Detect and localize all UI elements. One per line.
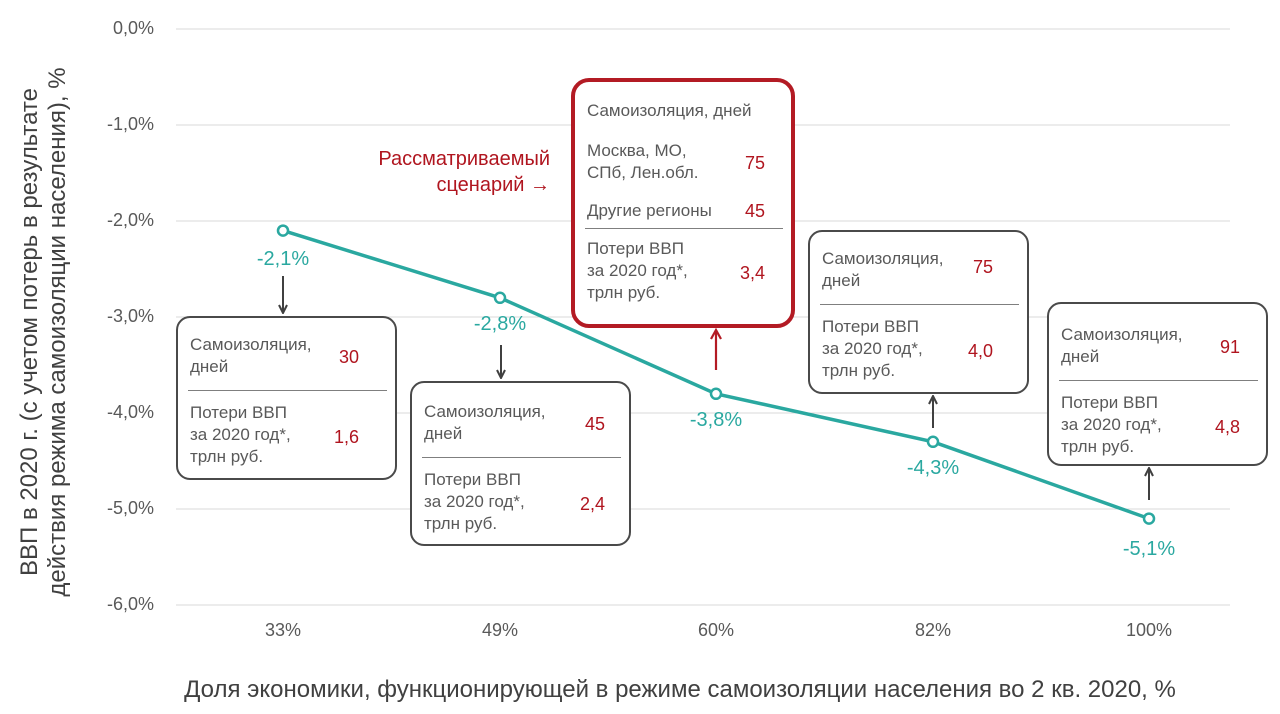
card-33: Самоизоляция, дней 30 Потери ВВП за 2020… — [176, 316, 397, 480]
y-tick-label: -4,0% — [106, 402, 154, 422]
card-60-separator — [585, 228, 783, 229]
data-label: -4,3% — [906, 456, 960, 479]
card-100-separator — [1059, 380, 1258, 381]
card-49-separator — [422, 457, 621, 458]
card-82-days-value: 75 — [972, 257, 993, 277]
card-82-separator — [820, 304, 1019, 305]
card-60-moscow-label: Москва, МО, СПб, Лен.обл. — [587, 141, 699, 182]
card-49-loss-value: 2,4 — [579, 494, 605, 514]
card-100-loss-label: Потери ВВП за 2020 год*, трлн руб. — [1061, 393, 1162, 456]
card-100-days-label: Самоизоляция, дней — [1061, 325, 1183, 366]
data-point — [1142, 512, 1156, 525]
data-label: -3,8% — [689, 408, 743, 431]
y-tick-label: -1,0% — [106, 114, 154, 134]
x-axis-label: Доля экономики, функционирующей в режиме… — [184, 676, 1176, 703]
card-82-loss-label: Потери ВВП за 2020 год*, трлн руб. — [822, 317, 923, 380]
data-label: -2,8% — [473, 312, 527, 335]
card-33-days-value: 30 — [338, 347, 359, 367]
card-33-separator — [188, 390, 387, 391]
card-82: Самоизоляция, дней 75 Потери ВВП за 2020… — [808, 230, 1029, 394]
card-49-days-value: 45 — [584, 414, 605, 434]
x-tick-label: 49% — [481, 620, 519, 640]
card-60-other-label: Другие регионы — [587, 201, 712, 220]
x-tick-label: 33% — [264, 620, 302, 640]
y-axis-label-line1: ВВП в 2020 г. (с учетом потерь в результ… — [16, 88, 43, 576]
card-100-loss-value: 4,8 — [1214, 417, 1240, 437]
card-60-loss-label: Потери ВВП за 2020 год*, трлн руб. — [587, 239, 688, 302]
x-tick-label: 100% — [1125, 620, 1173, 640]
card-100: Самоизоляция, дней 91 Потери ВВП за 2020… — [1047, 302, 1268, 466]
y-tick-label: -6,0% — [106, 594, 154, 614]
card-49-loss-label: Потери ВВП за 2020 год*, трлн руб. — [424, 470, 525, 533]
data-point — [709, 387, 723, 401]
card-33-loss-value: 1,6 — [333, 427, 359, 447]
card-60-highlighted: Самоизоляция, дней Москва, МО, СПб, Лен.… — [571, 78, 795, 328]
data-point — [926, 435, 940, 449]
card-82-days-label: Самоизоляция, дней — [822, 249, 944, 290]
card-100-days-value: 91 — [1219, 337, 1240, 357]
x-tick-label: 82% — [914, 620, 952, 640]
card-33-loss-label: Потери ВВП за 2020 год*, трлн руб. — [190, 403, 291, 466]
y-axis-label-line2: действия режима самоизоляции населения),… — [44, 67, 71, 597]
card-60-other-value: 45 — [744, 201, 765, 221]
card-82-loss-value: 4,0 — [967, 341, 993, 361]
data-point — [493, 291, 507, 305]
y-tick-label: -3,0% — [106, 306, 154, 326]
data-label: -2,1% — [256, 247, 310, 270]
scenario-annotation: Рассматриваемый сценарий → — [378, 148, 550, 196]
data-point — [276, 224, 290, 237]
data-label: -5,1% — [1122, 537, 1176, 560]
y-tick-label: 0,0% — [112, 18, 154, 38]
card-60-header: Самоизоляция, дней — [587, 101, 752, 120]
card-49: Самоизоляция, дней 45 Потери ВВП за 2020… — [410, 381, 631, 546]
y-tick-label: -2,0% — [106, 210, 154, 230]
card-33-days-label: Самоизоляция, дней — [190, 335, 312, 376]
card-60-loss-value: 3,4 — [739, 263, 765, 283]
card-49-days-label: Самоизоляция, дней — [424, 402, 546, 443]
card-60-moscow-value: 75 — [744, 153, 765, 173]
y-tick-label: -5,0% — [106, 498, 154, 518]
x-tick-label: 60% — [697, 620, 735, 640]
